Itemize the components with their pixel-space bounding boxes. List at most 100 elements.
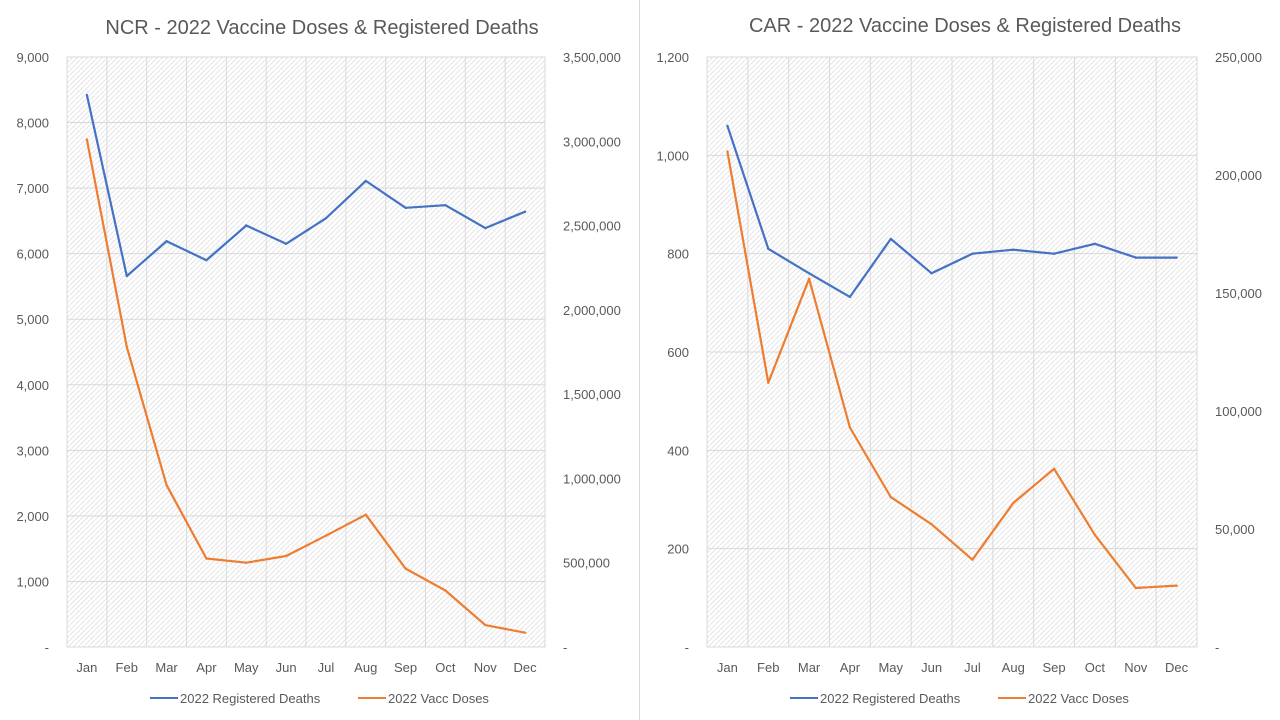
data-point-vacc [848,426,852,429]
plot-area [706,56,1198,648]
x-tick-label: Nov [474,660,498,675]
data-point-vacc [889,495,892,499]
x-tick-label: Jan [76,660,97,675]
series-line-registered-deaths [726,125,1177,298]
data-point-deaths [971,252,974,255]
data-point-vacc [444,589,447,592]
data-point-vacc [125,345,128,349]
y-left-tick-label: 6,000 [16,247,49,262]
x-tick-label: Dec [1165,660,1189,675]
y-left-tick-label: 400 [667,443,689,458]
data-point-deaths [245,224,248,227]
data-point-vacc [364,513,367,516]
x-tick-label: Apr [196,660,217,675]
data-point-deaths [1052,252,1056,255]
y-right-tick-label: 2,000,000 [563,303,621,318]
legend: 2022 Registered Deaths 2022 Vacc Doses [150,691,489,706]
x-tick-label: Oct [1085,660,1106,675]
x-tick-label: Jun [921,660,942,675]
plot-area [66,56,546,648]
data-point-vacc [1052,467,1056,471]
y-right-tick-label: 200,000 [1215,168,1262,183]
data-point-deaths [848,295,852,299]
y-right-tick-label: - [563,640,567,655]
x-tick-label: Mar [155,660,178,675]
data-point-deaths [767,247,770,250]
data-point-deaths [324,217,328,220]
x-tick-label: Jul [318,660,335,675]
series-line-registered-deaths [85,94,526,278]
chart-title: CAR - 2022 Vaccine Doses & Registered De… [749,15,1181,37]
x-tick-label: Feb [116,660,138,675]
data-point-vacc [930,523,933,526]
data-point-deaths [404,206,407,209]
y-right-tick-label: - [1215,640,1219,655]
data-point-deaths [364,179,367,183]
x-tick-label: Jan [717,660,738,675]
x-tick-label: Feb [757,660,779,675]
y-left-tick-label: 800 [667,247,689,262]
data-point-deaths [165,240,168,243]
y-left-tick-label: - [685,640,689,655]
legend: 2022 Registered Deaths 2022 Vacc Doses [790,691,1129,706]
y-left-tick-label: 8,000 [16,116,49,131]
data-point-vacc [324,534,328,537]
data-point-vacc [726,150,729,153]
data-point-vacc [85,138,89,141]
data-point-deaths [85,93,89,97]
ncr-chart: NCR - 2022 Vaccine Doses & Registered De… [16,17,621,706]
x-tick-label: Dec [514,660,538,675]
chart-title: NCR - 2022 Vaccine Doses & Registered De… [105,17,538,39]
legend-label-vacc: 2022 Vacc Doses [1028,691,1129,706]
data-point-vacc [523,631,527,634]
y-left-tick-label: 5,000 [16,312,49,327]
x-tick-label: Sep [1043,660,1066,675]
data-point-deaths [889,237,892,241]
series-line-vacc-doses [85,139,526,634]
y-left-tick-label: 4,000 [16,378,49,393]
y-left-tick-label: 7,000 [16,181,49,196]
data-point-vacc [205,557,208,560]
data-point-vacc [284,554,288,558]
x-tick-label: May [878,660,903,675]
data-point-deaths [205,259,208,262]
data-point-deaths [930,272,933,275]
data-point-vacc [1175,584,1178,587]
x-tick-label: Aug [354,660,377,675]
x-tick-label: Jul [964,660,981,675]
x-tick-label: Aug [1002,660,1025,675]
data-point-vacc [1134,586,1137,590]
y-right-tick-label: 3,500,000 [563,50,621,65]
x-tick-label: Mar [798,660,821,675]
data-point-vacc [165,483,168,487]
data-point-vacc [807,277,811,281]
y-right-tick-label: 1,500,000 [563,387,621,402]
x-tick-label: Jun [276,660,297,675]
x-tick-label: Nov [1124,660,1148,675]
y-left-tick-label: 600 [667,345,689,360]
data-point-vacc [767,381,770,384]
y-right-tick-label: 100,000 [1215,404,1262,419]
data-point-vacc [245,561,248,564]
y-left-tick-label: 3,000 [16,443,49,458]
data-point-deaths [484,226,487,230]
data-point-deaths [1175,256,1178,259]
y-left-tick-label: 1,000 [656,148,689,163]
data-point-deaths [1012,248,1015,251]
data-point-deaths [807,272,811,275]
data-point-deaths [444,203,447,207]
ncr-chart-panel: NCR - 2022 Vaccine Doses & Registered De… [16,17,621,706]
data-point-deaths [523,210,527,213]
y-right-tick-label: 50,000 [1215,522,1255,537]
x-tick-label: Apr [840,660,861,675]
y-right-tick-label: 500,000 [563,556,610,571]
data-point-deaths [1134,256,1137,259]
x-tick-label: May [234,660,259,675]
y-left-tick-label: - [45,640,49,655]
data-point-vacc [484,623,487,627]
data-point-deaths [125,274,128,278]
data-point-deaths [284,242,288,246]
y-right-tick-label: 3,000,000 [563,134,621,149]
x-tick-label: Sep [394,660,417,675]
legend-label-deaths: 2022 Registered Deaths [180,691,321,706]
